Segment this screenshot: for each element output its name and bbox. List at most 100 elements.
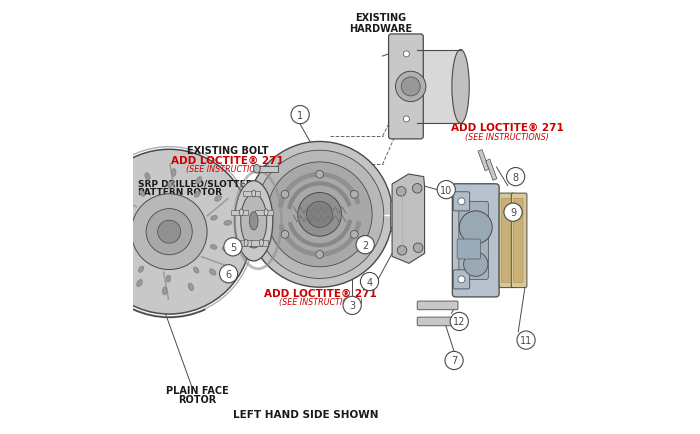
- Ellipse shape: [196, 178, 202, 184]
- Text: 7: 7: [451, 355, 457, 365]
- Text: 4: 4: [367, 277, 372, 287]
- Circle shape: [458, 276, 465, 283]
- Text: PATTERN ROTOR: PATTERN ROTOR: [139, 187, 223, 197]
- Ellipse shape: [106, 239, 114, 243]
- Bar: [251, 241, 268, 246]
- Bar: [391, 202, 401, 228]
- Bar: [417, 50, 461, 124]
- Ellipse shape: [210, 245, 217, 250]
- Ellipse shape: [234, 181, 273, 261]
- Circle shape: [220, 265, 238, 283]
- Text: ADD LOCTITE® 271: ADD LOCTITE® 271: [172, 156, 284, 166]
- Text: PLAIN FACE: PLAIN FACE: [166, 385, 229, 395]
- Ellipse shape: [139, 266, 143, 273]
- Ellipse shape: [239, 210, 244, 217]
- Circle shape: [459, 211, 492, 244]
- Ellipse shape: [452, 50, 469, 124]
- FancyBboxPatch shape: [417, 317, 458, 326]
- Text: LEFT HAND SIDE SHOWN: LEFT HAND SIDE SHOWN: [233, 409, 379, 419]
- Bar: [235, 241, 253, 246]
- Ellipse shape: [224, 221, 232, 226]
- Text: SRP DRILLED/SLOTTED: SRP DRILLED/SLOTTED: [139, 179, 253, 188]
- Ellipse shape: [215, 196, 222, 202]
- Circle shape: [395, 72, 426, 102]
- Text: 3: 3: [349, 301, 355, 311]
- FancyBboxPatch shape: [457, 240, 480, 260]
- Ellipse shape: [195, 191, 200, 198]
- Ellipse shape: [211, 216, 218, 220]
- Circle shape: [403, 73, 410, 79]
- Circle shape: [450, 312, 468, 331]
- Text: 6: 6: [225, 269, 232, 279]
- FancyBboxPatch shape: [452, 184, 499, 297]
- Circle shape: [267, 162, 372, 267]
- Circle shape: [412, 184, 422, 194]
- Circle shape: [413, 243, 423, 253]
- Circle shape: [256, 151, 384, 279]
- FancyBboxPatch shape: [501, 199, 511, 283]
- Text: 2: 2: [362, 240, 368, 250]
- Circle shape: [87, 150, 251, 314]
- Polygon shape: [392, 174, 425, 264]
- Ellipse shape: [222, 247, 230, 252]
- Ellipse shape: [244, 240, 248, 247]
- Circle shape: [438, 181, 456, 199]
- Circle shape: [351, 231, 358, 239]
- Ellipse shape: [162, 287, 167, 295]
- Ellipse shape: [209, 269, 216, 276]
- Ellipse shape: [411, 211, 419, 232]
- Ellipse shape: [136, 280, 142, 287]
- FancyBboxPatch shape: [453, 192, 470, 211]
- Ellipse shape: [139, 191, 145, 197]
- Circle shape: [316, 251, 323, 259]
- Ellipse shape: [264, 210, 268, 217]
- Circle shape: [401, 78, 420, 97]
- Circle shape: [146, 209, 192, 255]
- Ellipse shape: [172, 169, 176, 177]
- Circle shape: [291, 106, 309, 125]
- Ellipse shape: [168, 182, 172, 189]
- Circle shape: [356, 236, 374, 254]
- FancyBboxPatch shape: [499, 194, 514, 288]
- Circle shape: [281, 231, 289, 239]
- Text: ADD LOCTITE® 271: ADD LOCTITE® 271: [264, 288, 377, 298]
- Ellipse shape: [121, 215, 128, 219]
- Ellipse shape: [249, 212, 258, 230]
- Ellipse shape: [188, 283, 193, 291]
- Circle shape: [517, 331, 536, 349]
- Circle shape: [463, 253, 488, 277]
- Circle shape: [316, 171, 323, 179]
- Bar: [248, 211, 415, 232]
- Circle shape: [458, 198, 465, 205]
- Bar: [256, 210, 272, 216]
- Circle shape: [504, 204, 522, 222]
- Text: (SEE INSTRUCTIONS): (SEE INSTRUCTIONS): [279, 297, 363, 306]
- Circle shape: [403, 117, 410, 123]
- FancyBboxPatch shape: [511, 194, 527, 288]
- Circle shape: [132, 194, 207, 270]
- Text: EXISTING BOLT: EXISTING BOLT: [187, 146, 269, 156]
- Circle shape: [298, 193, 342, 237]
- Ellipse shape: [252, 191, 256, 197]
- Text: 8: 8: [512, 172, 519, 182]
- Ellipse shape: [122, 189, 129, 195]
- Text: HARDWARE: HARDWARE: [349, 24, 412, 34]
- FancyBboxPatch shape: [453, 270, 470, 289]
- Ellipse shape: [121, 243, 127, 248]
- Bar: [243, 191, 260, 197]
- Text: 11: 11: [520, 335, 532, 345]
- Text: ROTOR: ROTOR: [178, 394, 216, 404]
- Text: (SEE INSTRUCTIONS): (SEE INSTRUCTIONS): [465, 132, 549, 141]
- Text: 12: 12: [453, 317, 466, 327]
- Ellipse shape: [253, 165, 260, 174]
- Polygon shape: [478, 150, 489, 171]
- Text: 9: 9: [510, 208, 516, 218]
- Bar: [230, 210, 248, 216]
- Circle shape: [351, 191, 358, 199]
- Circle shape: [281, 191, 289, 199]
- Circle shape: [224, 238, 242, 256]
- Text: 5: 5: [230, 242, 236, 252]
- Ellipse shape: [260, 240, 263, 247]
- Text: 10: 10: [440, 185, 452, 195]
- Circle shape: [403, 52, 410, 58]
